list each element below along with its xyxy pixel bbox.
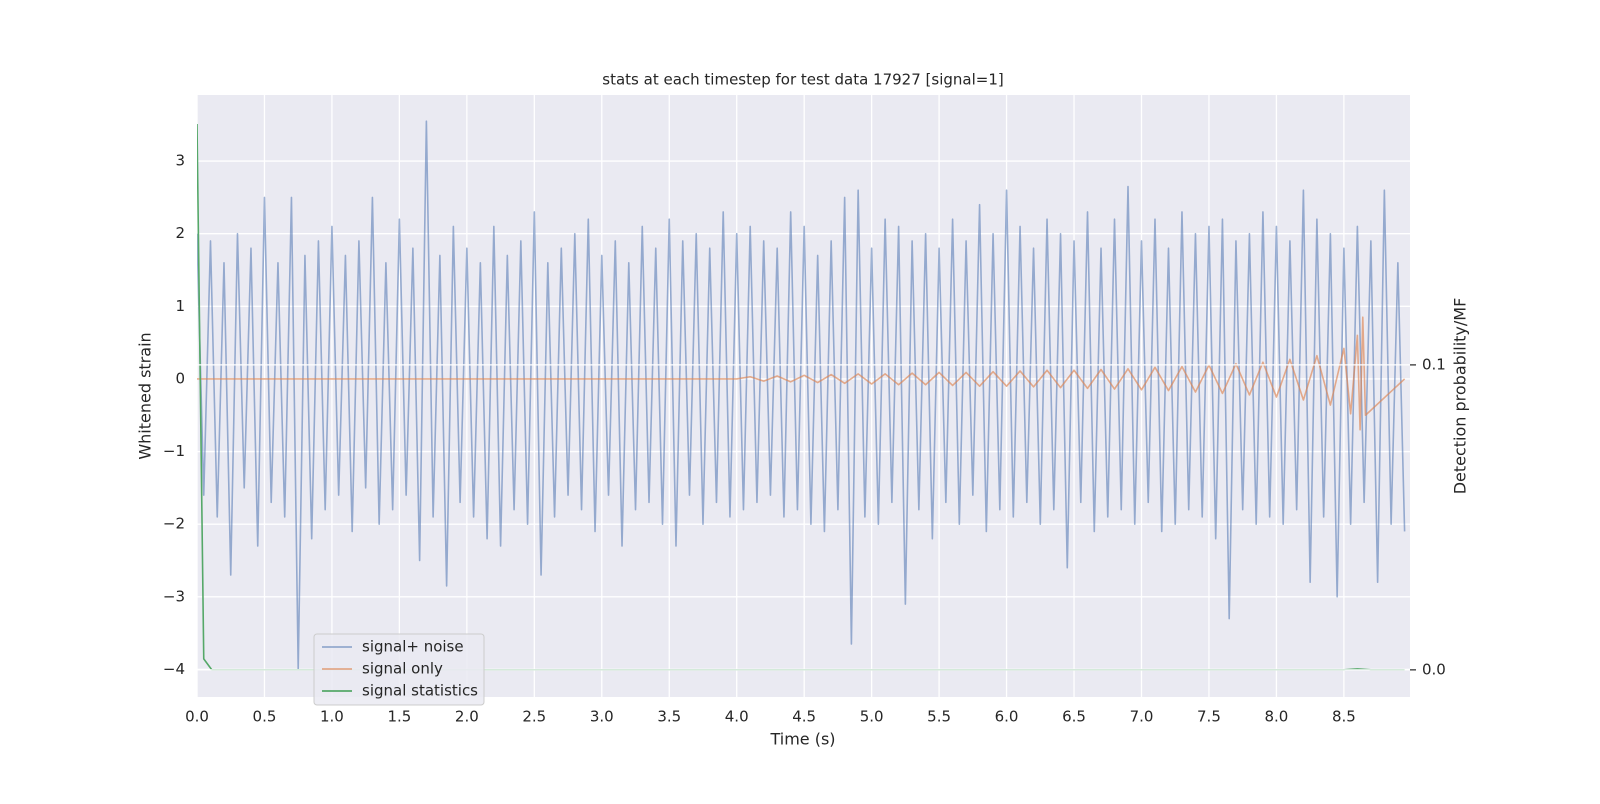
legend-box bbox=[313, 633, 485, 706]
y-axis-label: Whitened strain bbox=[136, 332, 155, 459]
y2-tick-label: 0.1 bbox=[1422, 355, 1446, 373]
y-tick-label: −4 bbox=[163, 660, 185, 678]
x-tick-label: 4.5 bbox=[792, 708, 816, 726]
x-tick-label: 1.0 bbox=[320, 708, 344, 726]
chart-title: stats at each timestep for test data 179… bbox=[602, 71, 1003, 89]
x-tick-label: 7.0 bbox=[1130, 708, 1154, 726]
plot-area bbox=[197, 95, 1410, 697]
y-tick-label: −3 bbox=[163, 587, 185, 605]
y-tick-label: 0 bbox=[175, 369, 185, 387]
series-line bbox=[197, 120, 1406, 671]
x-tick-label: 3.0 bbox=[590, 708, 614, 726]
x-tick-label: 2.5 bbox=[522, 708, 546, 726]
y-tick-label: −2 bbox=[163, 515, 185, 533]
x-tick-label: 6.5 bbox=[1062, 708, 1086, 726]
y-tick-label: 3 bbox=[175, 152, 185, 170]
y-tick-label: 1 bbox=[175, 297, 185, 315]
x-tick-label: 0.0 bbox=[185, 708, 209, 726]
x-tick-label: 0.5 bbox=[253, 708, 277, 726]
x-tick-label: 8.0 bbox=[1264, 708, 1288, 726]
x-tick-label: 4.0 bbox=[725, 708, 749, 726]
x-tick-label: 7.5 bbox=[1197, 708, 1221, 726]
x-tick-label: 1.5 bbox=[387, 708, 411, 726]
x-axis-label: Time (s) bbox=[769, 730, 835, 749]
x-tick-label: 8.5 bbox=[1332, 708, 1356, 726]
legend-label: signal statistics bbox=[362, 682, 478, 700]
y2-axis-label: Detection probability/MF bbox=[1451, 298, 1470, 495]
legend-label: signal only bbox=[362, 660, 443, 678]
y-tick-label: −1 bbox=[163, 442, 185, 460]
x-tick-label: 5.5 bbox=[927, 708, 951, 726]
x-tick-label: 2.0 bbox=[455, 708, 479, 726]
x-tick-label: 6.0 bbox=[995, 708, 1019, 726]
y2-tick-label: 0.0 bbox=[1422, 660, 1446, 678]
x-tick-label: 5.0 bbox=[860, 708, 884, 726]
legend-label: signal+ noise bbox=[362, 638, 464, 656]
x-tick-label: 3.5 bbox=[657, 708, 681, 726]
series-line bbox=[197, 316, 1406, 431]
y-tick-label: 2 bbox=[175, 224, 185, 242]
